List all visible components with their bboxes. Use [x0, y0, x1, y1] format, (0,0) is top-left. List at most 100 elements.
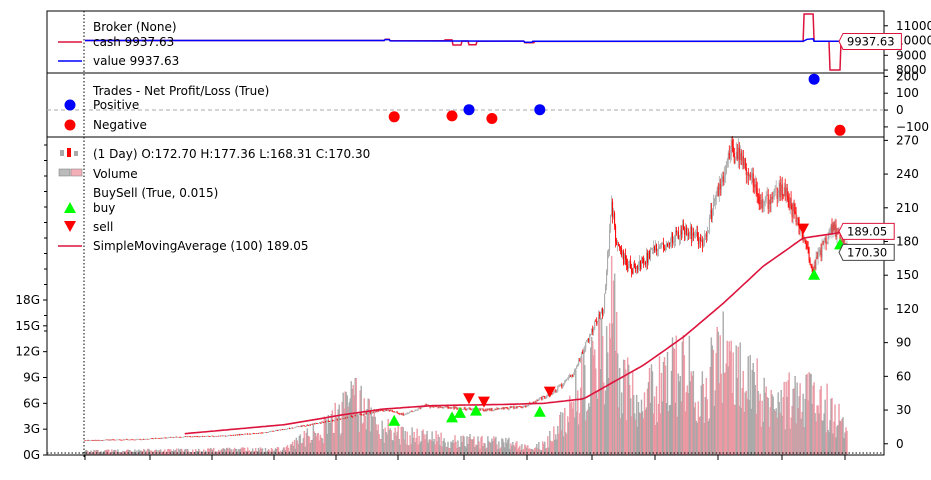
- candle-body-565: [648, 251, 649, 263]
- candle-body-52: [136, 439, 138, 440]
- candle-body-570: [653, 246, 654, 248]
- candle-body-671: [753, 185, 755, 187]
- candle-body-407: [490, 408, 492, 411]
- volume-bar-752: [834, 404, 836, 456]
- candle-body-438: [521, 406, 523, 409]
- volume-bar-502: [585, 420, 587, 456]
- candle-body-173: [257, 433, 258, 434]
- candle-body-257: [340, 418, 342, 420]
- candle-body-241: [324, 421, 326, 423]
- candle-body-516: [599, 314, 601, 316]
- candle-body-651: [733, 153, 735, 163]
- candle-body-452: [535, 402, 537, 403]
- candle-body-230: [313, 423, 315, 425]
- candle-body-511: [594, 321, 596, 329]
- volume-bar-656: [738, 405, 740, 456]
- candle-body-103: [187, 436, 189, 438]
- buy-marker-3: [469, 404, 482, 416]
- candle-body-426: [509, 406, 511, 409]
- volume-bar-653: [735, 345, 737, 456]
- candle-body-748: [830, 224, 832, 231]
- volume-bar-670: [752, 363, 754, 456]
- candle-body-456: [539, 397, 541, 400]
- candle-body-42: [126, 439, 128, 440]
- volume-bar-610: [692, 371, 695, 456]
- volume-bar-459: [542, 441, 544, 456]
- candle-body-50: [134, 439, 136, 441]
- candle-body-360: [443, 407, 445, 408]
- volume-bar-655: [737, 346, 739, 456]
- candle-body-67: [151, 438, 153, 439]
- volume-bar-693: [775, 408, 777, 456]
- price-legend-ohlc-swatch-a: [60, 150, 64, 156]
- candle-body-302: [385, 409, 387, 411]
- price-legend-buy-swatch: [64, 202, 76, 213]
- volume-bar-603: [685, 392, 688, 456]
- candle-body-529: [612, 201, 614, 217]
- candle-body-560: [643, 258, 644, 264]
- candle-body-66: [150, 438, 152, 439]
- candle-body-205: [289, 428, 290, 429]
- candle-body-727: [809, 259, 811, 265]
- volume-bar-725: [807, 400, 809, 456]
- trades-legend-title: Trades - Net Profit/Loss (True): [92, 84, 269, 98]
- candle-body-14: [98, 440, 100, 441]
- candle-body-698: [780, 184, 782, 197]
- volume-bar-546: [628, 384, 631, 456]
- volume-bar-489: [572, 408, 574, 456]
- candle-body-637: [719, 183, 721, 190]
- candle-body-732: [814, 265, 816, 269]
- candle-body-506: [589, 334, 591, 342]
- candle-body-335: [418, 407, 420, 409]
- volume-bar-667: [749, 355, 751, 456]
- volume-bar-594: [676, 416, 679, 456]
- candle-body-162: [246, 433, 248, 435]
- volume-bar-757: [839, 420, 841, 456]
- volume-bar-456: [539, 449, 541, 456]
- candle-body-199: [283, 429, 284, 430]
- volume-bar-481: [564, 407, 566, 456]
- candle-body-144: [228, 435, 230, 436]
- candle-body-323: [406, 413, 408, 414]
- candle-body-232: [315, 423, 317, 424]
- candle-body-413: [496, 407, 498, 410]
- volume-bar-657: [739, 342, 741, 456]
- candle-body-39: [123, 439, 125, 441]
- volume-bar-31: [115, 450, 117, 456]
- candle-body-370: [453, 406, 455, 409]
- candle-body-30: [114, 439, 116, 441]
- candle-body-638: [720, 179, 722, 190]
- price-legend-volume-swatch-a: [58, 168, 71, 177]
- volume-bar-548: [630, 416, 633, 456]
- candle-body-359: [442, 407, 444, 408]
- volume-bar-504: [587, 409, 589, 456]
- volume-bar-480: [563, 436, 565, 456]
- candle-body-380: [463, 407, 465, 410]
- candle-body-333: [416, 409, 418, 411]
- candle-body-588: [671, 233, 672, 242]
- candle-body-383: [466, 408, 468, 410]
- volume-bar-660: [742, 371, 744, 456]
- candle-body-720: [802, 233, 804, 239]
- candle-body-654: [736, 151, 738, 160]
- candle-body-53: [137, 439, 139, 440]
- candle-body-752: [834, 224, 836, 230]
- candle-body-207: [291, 427, 292, 429]
- candle-body-607: [689, 226, 691, 235]
- candle-body-644: [726, 159, 728, 165]
- candle-body-318: [401, 413, 403, 415]
- candle-body-161: [245, 433, 247, 435]
- volume-bar-621: [703, 422, 706, 456]
- candle-body-643: [725, 165, 727, 174]
- volume-bar-721: [803, 427, 805, 456]
- volume-bar-702: [784, 429, 786, 456]
- candle-body-102: [186, 436, 188, 438]
- candle-body-655: [737, 147, 739, 160]
- volume-bar-466: [549, 431, 551, 456]
- volume-bar-675: [757, 391, 759, 456]
- volume-bar-549: [631, 371, 634, 456]
- price-legend-sell-swatch: [64, 221, 76, 232]
- candle-body-48: [132, 439, 134, 441]
- candle-body-227: [310, 424, 312, 425]
- trade-positive-2: [808, 73, 820, 85]
